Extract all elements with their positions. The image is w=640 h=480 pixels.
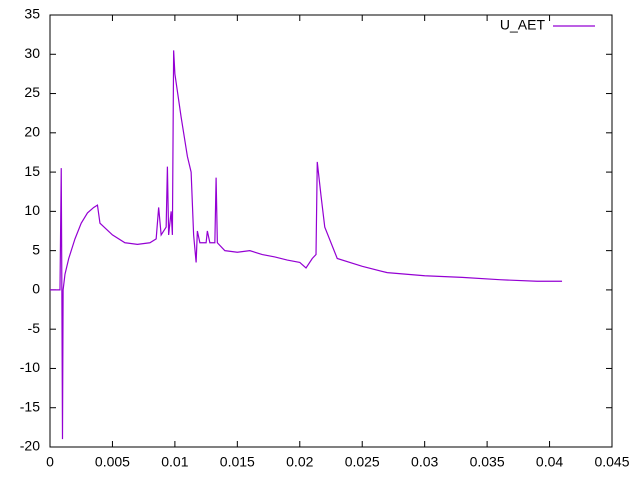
y-tick-label: 10: [24, 202, 40, 218]
x-tick-label: 0.04: [536, 454, 563, 470]
plot-frame: [49, 14, 613, 448]
y-tick-label: 25: [24, 84, 40, 100]
y-tick-label: -20: [20, 438, 40, 454]
y-tick-label: -10: [20, 359, 40, 375]
x-tick-label: 0.035: [470, 454, 505, 470]
y-tick-label: 15: [24, 163, 40, 179]
y-tick-label: 35: [24, 6, 40, 22]
y-tick-label: -5: [28, 320, 41, 336]
x-tick-label: 0.03: [411, 454, 438, 470]
y-tick-label: 5: [32, 241, 40, 257]
data-line: [50, 50, 563, 440]
y-tick-label: 30: [24, 45, 40, 61]
x-tick-label: 0.01: [161, 454, 188, 470]
x-tick-label: 0.02: [286, 454, 313, 470]
y-tick-label: -15: [20, 398, 40, 414]
x-tick-label: 0: [46, 454, 54, 470]
x-tick-label: 0.005: [95, 454, 130, 470]
x-tick-label: 0.015: [220, 454, 255, 470]
x-tick-label: 0.045: [594, 454, 629, 470]
y-tick-label: 0: [32, 281, 40, 297]
legend-label: U_AET: [500, 17, 546, 33]
y-tick-label: 20: [24, 124, 40, 140]
x-tick-label: 0.025: [345, 454, 380, 470]
